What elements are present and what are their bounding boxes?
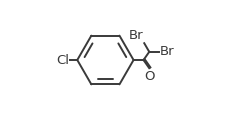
Text: Br: Br <box>129 29 144 42</box>
Text: Cl: Cl <box>57 54 70 66</box>
Text: Br: Br <box>160 45 174 58</box>
Text: O: O <box>145 70 155 83</box>
